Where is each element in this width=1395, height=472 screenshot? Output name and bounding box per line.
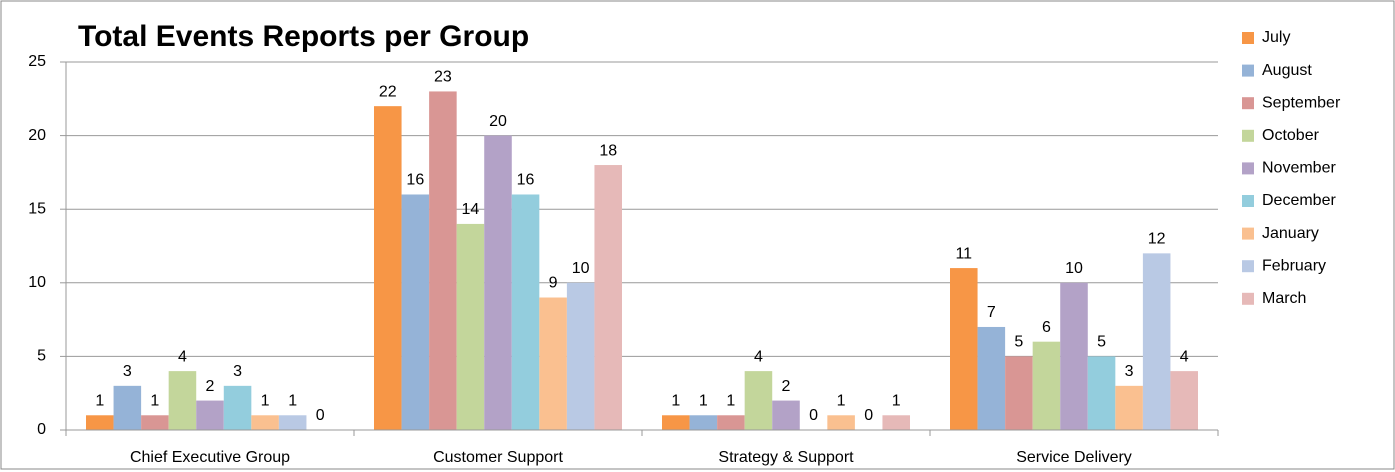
bar xyxy=(772,400,800,430)
bar xyxy=(223,385,252,430)
value-label: 1 xyxy=(671,392,680,409)
bar xyxy=(168,371,197,430)
value-label: 0 xyxy=(316,407,325,424)
value-label: 1 xyxy=(699,392,708,409)
value-label: 5 xyxy=(1097,334,1106,351)
legend-swatch xyxy=(1242,64,1254,77)
value-label: 10 xyxy=(1065,260,1083,277)
legend-swatch xyxy=(1242,129,1254,142)
legend-swatch xyxy=(1242,97,1254,110)
x-tick-label: Strategy & Support xyxy=(718,449,854,466)
value-label: 16 xyxy=(517,172,535,189)
legend-swatch xyxy=(1242,32,1254,44)
value-label: 1 xyxy=(95,392,104,409)
y-tick-label: 5 xyxy=(37,348,46,365)
x-tick-label: Customer Support xyxy=(433,449,563,466)
bar xyxy=(1115,385,1143,430)
bar xyxy=(744,371,773,430)
value-label: 3 xyxy=(1125,363,1134,380)
legend-swatch xyxy=(1242,162,1254,175)
value-label: 4 xyxy=(1180,348,1189,365)
value-label: 1 xyxy=(837,392,846,409)
bar xyxy=(1005,356,1033,430)
value-label: 9 xyxy=(549,275,558,292)
value-label: 2 xyxy=(782,378,791,395)
value-label: 7 xyxy=(987,304,996,321)
bar xyxy=(484,135,512,430)
legend-swatch xyxy=(1242,292,1254,305)
bar xyxy=(662,415,690,430)
bar xyxy=(511,194,540,430)
bar xyxy=(374,106,402,430)
bar xyxy=(251,415,279,430)
bar xyxy=(1142,253,1171,430)
bar xyxy=(1170,371,1198,430)
value-label: 3 xyxy=(123,363,132,380)
bar xyxy=(1060,282,1088,430)
value-label: 4 xyxy=(754,348,763,365)
value-label: 1 xyxy=(892,392,901,409)
value-label: 1 xyxy=(150,392,159,409)
value-label: 2 xyxy=(206,378,215,395)
value-label: 12 xyxy=(1148,231,1166,248)
value-label: 5 xyxy=(1014,334,1023,351)
bar xyxy=(950,268,978,430)
bar xyxy=(882,415,910,430)
legend-swatch xyxy=(1242,195,1254,207)
bar xyxy=(141,415,169,430)
y-tick-label: 10 xyxy=(28,274,46,291)
value-label: 11 xyxy=(955,245,972,262)
chart-title: Total Events Reports per Group xyxy=(78,20,529,53)
x-tick-label: Service Delivery xyxy=(1016,449,1132,466)
value-label: 4 xyxy=(178,348,187,365)
bar xyxy=(539,297,567,430)
value-label: 23 xyxy=(434,69,452,86)
value-label: 3 xyxy=(233,363,242,380)
y-tick-label: 0 xyxy=(37,421,46,438)
value-label: 14 xyxy=(462,201,480,218)
value-label: 6 xyxy=(1042,319,1051,336)
value-label: 10 xyxy=(572,260,590,277)
value-label: 16 xyxy=(406,172,424,189)
y-tick-label: 25 xyxy=(28,53,46,70)
legend-label: September xyxy=(1262,94,1341,111)
bar xyxy=(717,415,745,430)
legend-label: August xyxy=(1262,62,1312,79)
bar xyxy=(456,223,485,430)
bar xyxy=(278,415,307,430)
x-tick-label: Chief Executive Group xyxy=(130,449,290,466)
value-label: 22 xyxy=(379,83,397,100)
value-label: 1 xyxy=(726,392,735,409)
bar xyxy=(827,415,855,430)
value-label: 0 xyxy=(864,407,873,424)
y-tick-label: 15 xyxy=(28,200,46,217)
legend-label: October xyxy=(1262,127,1320,144)
bar xyxy=(1087,356,1116,430)
value-label: 18 xyxy=(599,142,617,159)
value-label: 1 xyxy=(261,392,270,409)
legend-swatch xyxy=(1242,260,1254,273)
value-label: 20 xyxy=(489,113,507,130)
value-label: 1 xyxy=(288,392,297,409)
legend-label: November xyxy=(1262,160,1336,177)
bar xyxy=(429,91,457,430)
bar xyxy=(86,415,114,430)
bar xyxy=(113,385,142,430)
value-label: 0 xyxy=(809,407,818,424)
legend-label: January xyxy=(1262,225,1319,242)
legend-label: February xyxy=(1262,257,1326,274)
bar xyxy=(401,194,430,430)
y-tick-label: 20 xyxy=(28,127,46,144)
legend-swatch xyxy=(1242,227,1254,240)
bar xyxy=(196,400,224,430)
bar xyxy=(566,282,595,430)
legend-label: July xyxy=(1262,29,1290,46)
legend-label: December xyxy=(1262,192,1336,209)
bar xyxy=(1032,341,1061,430)
bar xyxy=(689,415,718,430)
bar xyxy=(977,326,1006,430)
bar xyxy=(594,165,622,431)
legend-label: March xyxy=(1262,290,1306,307)
